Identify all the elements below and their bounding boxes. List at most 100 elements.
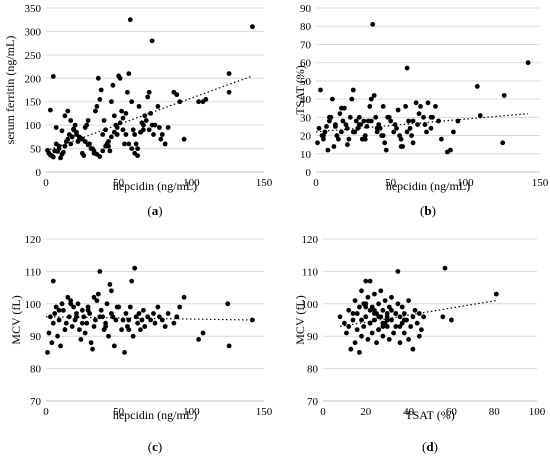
data-point: [451, 129, 456, 135]
data-point: [119, 327, 124, 333]
data-point: [97, 154, 103, 159]
data-point: [126, 71, 132, 76]
y-tick-label: 110: [302, 266, 319, 278]
data-point: [142, 113, 148, 119]
data-point: [149, 122, 155, 128]
data-point: [59, 128, 65, 134]
data-point: [174, 314, 180, 320]
data-point: [337, 111, 343, 117]
data-point: [196, 337, 202, 342]
data-point: [62, 113, 68, 119]
data-point: [353, 118, 359, 124]
data-point: [52, 311, 58, 316]
data-point: [66, 314, 72, 320]
data-point: [416, 111, 422, 117]
data-point: [397, 324, 403, 329]
panel-label: (d): [422, 439, 438, 454]
data-point: [141, 307, 146, 313]
data-point: [421, 314, 426, 320]
data-point: [79, 320, 85, 326]
y-tick-label: 90: [300, 3, 312, 15]
data-point: [428, 114, 434, 120]
data-point: [343, 122, 349, 127]
panel-label: (a): [147, 203, 162, 218]
data-point: [368, 118, 374, 124]
panel-a: 0 50 100 150 200 250 300 350 0 50 100 150 hepcidin (…: [3, 3, 273, 218]
data-point: [449, 317, 454, 323]
y-tick-label: 80: [30, 364, 42, 376]
data-point: [389, 307, 394, 313]
data-point: [376, 301, 381, 307]
data-point: [325, 147, 331, 153]
data-point: [394, 125, 399, 131]
y-axis-label: MCV (fL): [9, 295, 23, 344]
data-point: [135, 320, 141, 326]
data-point: [439, 136, 444, 142]
data-point: [352, 298, 358, 303]
data-point: [55, 333, 60, 339]
y-tick-label: 150: [25, 97, 42, 109]
data-point: [93, 317, 98, 323]
data-point: [56, 143, 62, 149]
data-point: [69, 324, 75, 329]
panel-d: 70 80 90 100 110 120 0 20 40 60 80 100 TSAT (%) MCV (…: [293, 234, 546, 454]
data-point: [97, 97, 103, 102]
data-point: [91, 294, 97, 300]
data-point: [412, 307, 418, 313]
data-point: [409, 133, 414, 139]
data-point: [363, 278, 369, 284]
data-point: [321, 136, 326, 142]
data-point: [82, 330, 88, 336]
y-tick-label: 300: [25, 26, 42, 38]
y-tick-label: 350: [25, 3, 42, 15]
data-point: [354, 327, 360, 333]
data-point: [365, 294, 371, 300]
y-tick-label: 50: [300, 76, 312, 88]
data-point: [177, 304, 183, 310]
data-point: [94, 298, 100, 303]
data-point: [74, 314, 79, 320]
data-point: [78, 337, 84, 342]
data-point: [315, 140, 320, 146]
data-point: [120, 127, 126, 133]
x-tick-label: 50: [113, 406, 125, 418]
data-point: [344, 330, 349, 336]
data-point: [107, 282, 113, 287]
x-axis-label: hepcidin (ng/mL): [113, 179, 197, 193]
data-point: [380, 104, 386, 109]
data-point: [346, 136, 352, 142]
y-tick-label: 90: [30, 331, 42, 343]
data-point: [132, 265, 138, 271]
data-point: [100, 132, 106, 137]
data-point: [388, 118, 394, 124]
data-point: [49, 340, 55, 346]
data-point: [79, 307, 85, 313]
data-point: [136, 104, 142, 109]
data-point: [142, 324, 148, 329]
data-point: [155, 104, 161, 109]
y-tick-label: 80: [300, 21, 312, 33]
data-point: [356, 114, 362, 120]
data-point: [350, 311, 356, 316]
data-point: [350, 129, 356, 135]
x-axis-label: hepcidin (ng/mL): [113, 408, 197, 422]
y-tick-label: 110: [25, 266, 42, 278]
data-point: [386, 337, 392, 342]
data-point: [111, 113, 117, 119]
data-point: [362, 133, 368, 139]
data-point: [45, 350, 50, 355]
y-tick-label: 40: [300, 94, 312, 106]
data-point: [136, 311, 142, 316]
data-point: [126, 327, 132, 333]
data-point: [151, 311, 156, 316]
data-point: [321, 133, 326, 139]
data-point: [376, 327, 381, 333]
data-point: [120, 317, 126, 323]
data-point: [403, 104, 408, 109]
data-point: [122, 141, 127, 147]
data-point: [196, 99, 202, 105]
y-tick-label: 120: [302, 234, 319, 246]
data-point: [376, 122, 382, 127]
data-point: [355, 125, 361, 131]
panel-label: (b): [420, 203, 436, 218]
